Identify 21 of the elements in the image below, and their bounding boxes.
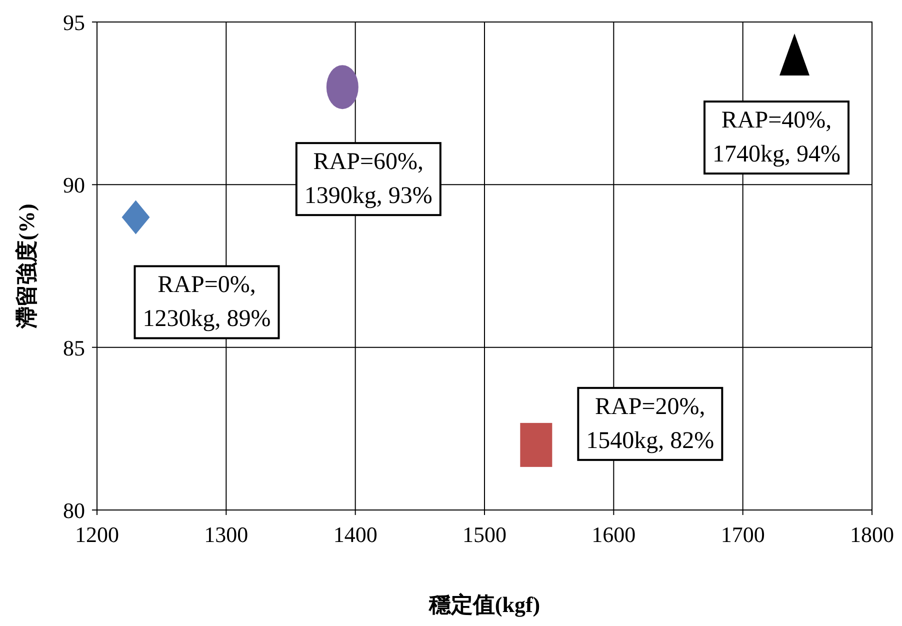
point xyxy=(520,422,552,467)
y-tick-label: 85 xyxy=(63,335,85,360)
x-axis-title: 穩定值(kgf) xyxy=(428,592,540,617)
annotation: RAP=0%, 1230kg, 89% xyxy=(142,272,271,332)
x-tick-label: 1500 xyxy=(462,522,506,547)
x-tick-label: 1600 xyxy=(592,522,636,547)
x-tick-label: 1300 xyxy=(204,522,248,547)
x-tick-label: 1800 xyxy=(850,522,894,547)
x-tick-label: 1200 xyxy=(75,522,119,547)
y-tick-label: 90 xyxy=(63,172,85,198)
x-tick-label: 1400 xyxy=(333,522,378,547)
point xyxy=(326,65,358,110)
x-tick-label: 1700 xyxy=(720,522,765,547)
y-tick-label: 95 xyxy=(63,10,85,35)
point xyxy=(780,34,810,76)
y-tick-label: 80 xyxy=(63,498,85,523)
y-axis-title: 滯留強度(%) xyxy=(14,204,39,330)
annotation: RAP=20%, 1540kg, 82% xyxy=(586,394,714,454)
annotation: RAP=40%, 1740kg, 94% xyxy=(712,108,840,168)
point xyxy=(122,200,150,234)
annotation: RAP=60%, 1390kg, 93% xyxy=(304,149,432,210)
